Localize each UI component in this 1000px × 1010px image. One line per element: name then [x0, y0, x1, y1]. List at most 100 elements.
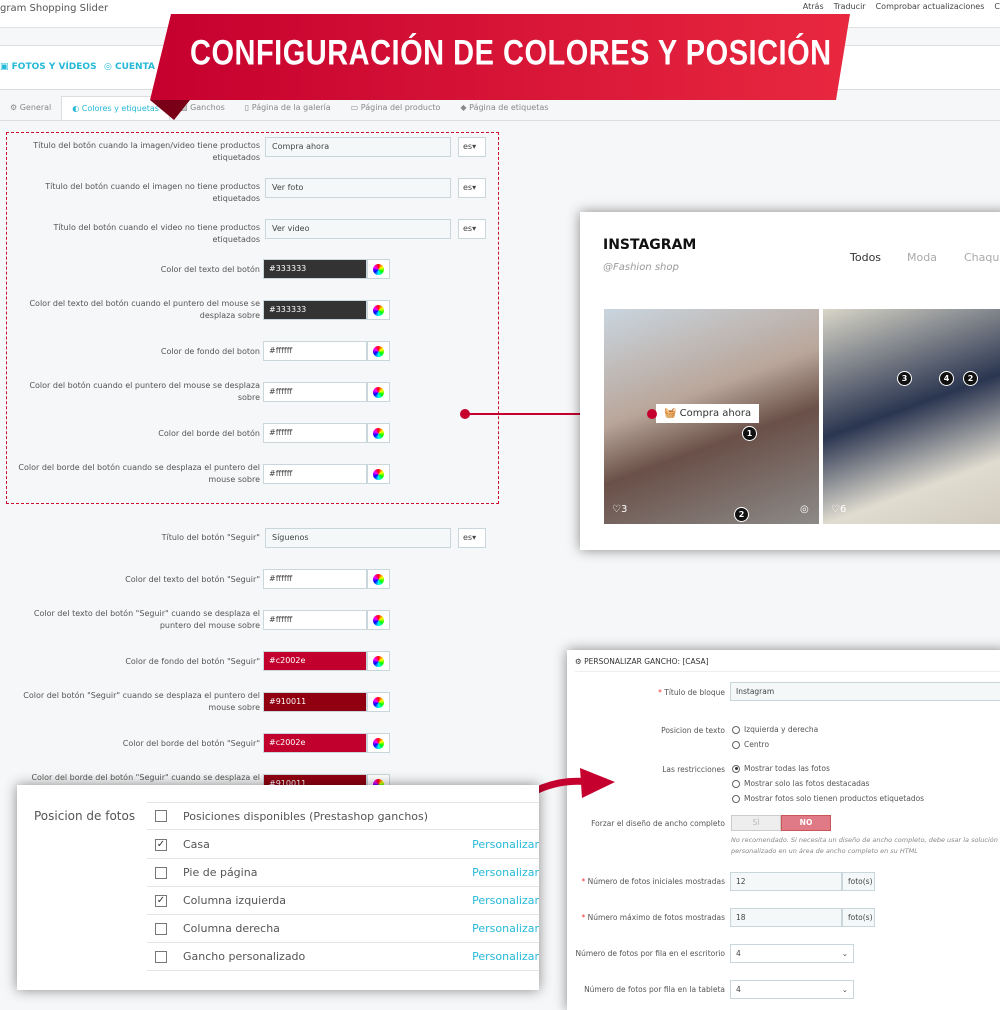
language-select[interactable]: es▾: [458, 528, 486, 548]
nav-photos-videos[interactable]: ▣ FOTOS Y VÍDEOS: [0, 62, 97, 72]
customize-link[interactable]: Personalizar: [472, 866, 539, 879]
color-input[interactable]: #c2002e: [263, 651, 367, 671]
language-select[interactable]: es▾: [458, 137, 486, 157]
unit-addon: foto(s): [842, 908, 875, 927]
shop-now-button[interactable]: 🧺 Compra ahora: [656, 404, 760, 423]
field-label: Las restricciones: [662, 765, 725, 774]
filter-jackets[interactable]: Chaqu: [964, 251, 1000, 264]
radio-left-right[interactable]: Izquierda y derecha: [732, 725, 818, 734]
color-picker-button[interactable]: [367, 651, 390, 671]
color-input[interactable]: #ffffff: [263, 423, 367, 443]
position-row: Pie de página Personalizar: [147, 859, 539, 887]
tab-label: Colores y etiquetas: [81, 104, 159, 113]
color-picker-button[interactable]: [367, 733, 390, 753]
color-input[interactable]: #333333: [263, 259, 367, 279]
customize-link[interactable]: Personalizar: [472, 922, 539, 935]
language-select[interactable]: es▾: [458, 219, 486, 239]
color-picker-button[interactable]: [367, 610, 390, 630]
initial-photos-input[interactable]: 12: [730, 872, 842, 891]
instagram-photo[interactable]: 🧺 Compra ahora 1 2 ♡3 ◎: [604, 309, 819, 524]
color-input[interactable]: #ffffff: [263, 610, 367, 630]
color-input[interactable]: #910011: [263, 692, 367, 712]
product-tag[interactable]: 1: [742, 426, 757, 441]
button-title-image-input[interactable]: Ver foto: [265, 178, 451, 198]
color-picker-button[interactable]: [367, 341, 390, 361]
tab-general[interactable]: ⚙ General: [10, 103, 52, 112]
radio-center[interactable]: Centro: [732, 740, 769, 749]
color-input[interactable]: #ffffff: [263, 341, 367, 361]
field-label: Color del botón cuando el puntero del mo…: [29, 381, 260, 402]
color-picker-button[interactable]: [367, 423, 390, 443]
connector-dot: [647, 409, 657, 419]
color-picker-button[interactable]: [367, 300, 390, 320]
color-picker-button[interactable]: [367, 464, 390, 484]
product-tag[interactable]: 4: [939, 371, 954, 386]
instagram-icon: ◎: [800, 504, 809, 515]
field-label: Color del botón "Seguir" cuando se despl…: [23, 691, 260, 712]
translate-link[interactable]: Traducir: [833, 2, 866, 11]
panel-title-text: PERSONALIZAR GANCHO: [CASA]: [584, 657, 709, 666]
radio-tagged-photos[interactable]: Mostrar fotos solo tienen productos etiq…: [732, 794, 924, 803]
lang-value: es: [463, 183, 473, 192]
select-all-checkbox[interactable]: [155, 810, 167, 822]
nav-account[interactable]: ◎ CUENTA DE: [104, 62, 172, 72]
color-input[interactable]: #333333: [263, 300, 367, 320]
instagram-photo[interactable]: 3 4 2 ♡6: [823, 309, 1000, 524]
positions-label: Posicion de fotos: [34, 809, 136, 823]
position-checkbox[interactable]: [155, 866, 167, 879]
back-link[interactable]: Atrás: [802, 2, 824, 11]
tab-tags-page[interactable]: ◆ Página de etiquetas: [460, 103, 549, 112]
position-name: Gancho personalizado: [183, 950, 306, 963]
color-picker-button[interactable]: [367, 692, 390, 712]
customize-link[interactable]: Personalizar: [472, 894, 539, 907]
tab-gallery-page[interactable]: ▯ Página de la galería: [244, 103, 331, 112]
filter-all[interactable]: Todos: [850, 251, 882, 264]
help-text: No recomendado. Si necesita un diseño de…: [731, 836, 998, 855]
product-tag[interactable]: 2: [963, 371, 978, 386]
tablet-per-row-select[interactable]: 4 ⌄: [730, 980, 854, 999]
likes-count: 6: [839, 504, 847, 515]
block-title-input[interactable]: Instagram: [730, 682, 1000, 701]
field-label: Color del texto del botón: [160, 265, 260, 274]
radio-all-photos[interactable]: Mostrar todas las fotos: [732, 764, 830, 773]
color-input[interactable]: #ffffff: [263, 464, 367, 484]
panel-title: ⚙ PERSONALIZAR GANCHO: [CASA]: [575, 657, 1000, 672]
position-checkbox[interactable]: ✓: [155, 838, 167, 851]
field-label: Color del texto del botón "Seguir" cuand…: [33, 609, 260, 630]
color-picker-button[interactable]: [367, 259, 390, 279]
color-input[interactable]: #ffffff: [263, 569, 367, 589]
color-wheel-icon: [373, 696, 384, 708]
field-label: Color del borde del botón cuando se desp…: [18, 463, 260, 484]
customize-link[interactable]: Personalizar: [472, 838, 539, 851]
product-tag[interactable]: 2: [734, 507, 749, 522]
color-wheel-icon: [373, 345, 384, 357]
position-checkbox[interactable]: ✓: [155, 894, 167, 907]
filter-fashion[interactable]: Moda: [907, 251, 937, 264]
max-photos-input[interactable]: 18: [730, 908, 842, 927]
tab-product-page[interactable]: ▭ Página del producto: [350, 103, 441, 112]
more-link[interactable]: C: [994, 2, 1000, 11]
color-input[interactable]: #c2002e: [263, 733, 367, 753]
toggle-no[interactable]: NO: [781, 815, 831, 831]
field-label: Número de fotos por fila en la tableta: [584, 985, 725, 994]
button-title-tagged-input[interactable]: Compra ahora: [265, 137, 451, 157]
desktop-per-row-select[interactable]: 4 ⌄: [730, 944, 854, 963]
color-picker-button[interactable]: [367, 382, 390, 402]
color-input[interactable]: #ffffff: [263, 382, 367, 402]
radio-featured-photos[interactable]: Mostrar solo las fotos destacadas: [732, 779, 869, 788]
check-updates-link[interactable]: Comprobar actualizaciones: [875, 2, 985, 11]
position-checkbox[interactable]: [155, 922, 167, 935]
color-wheel-icon: [373, 304, 384, 316]
field-label: Color de fondo del boton: [160, 347, 260, 356]
language-select[interactable]: es▾: [458, 178, 486, 198]
tab-colors-labels[interactable]: ◐ Colores y etiquetas: [61, 96, 170, 120]
color-picker-button[interactable]: [367, 569, 390, 589]
toggle-yes[interactable]: SÍ: [731, 815, 781, 831]
field-label: * Título de bloque: [658, 688, 725, 697]
customize-link[interactable]: Personalizar: [472, 950, 539, 963]
follow-title-input[interactable]: Síguenos: [265, 528, 451, 548]
position-checkbox[interactable]: [155, 950, 167, 963]
button-title-video-input[interactable]: Ver video: [265, 219, 451, 239]
product-tag[interactable]: 3: [897, 371, 912, 386]
color-wheel-icon: [373, 468, 384, 480]
